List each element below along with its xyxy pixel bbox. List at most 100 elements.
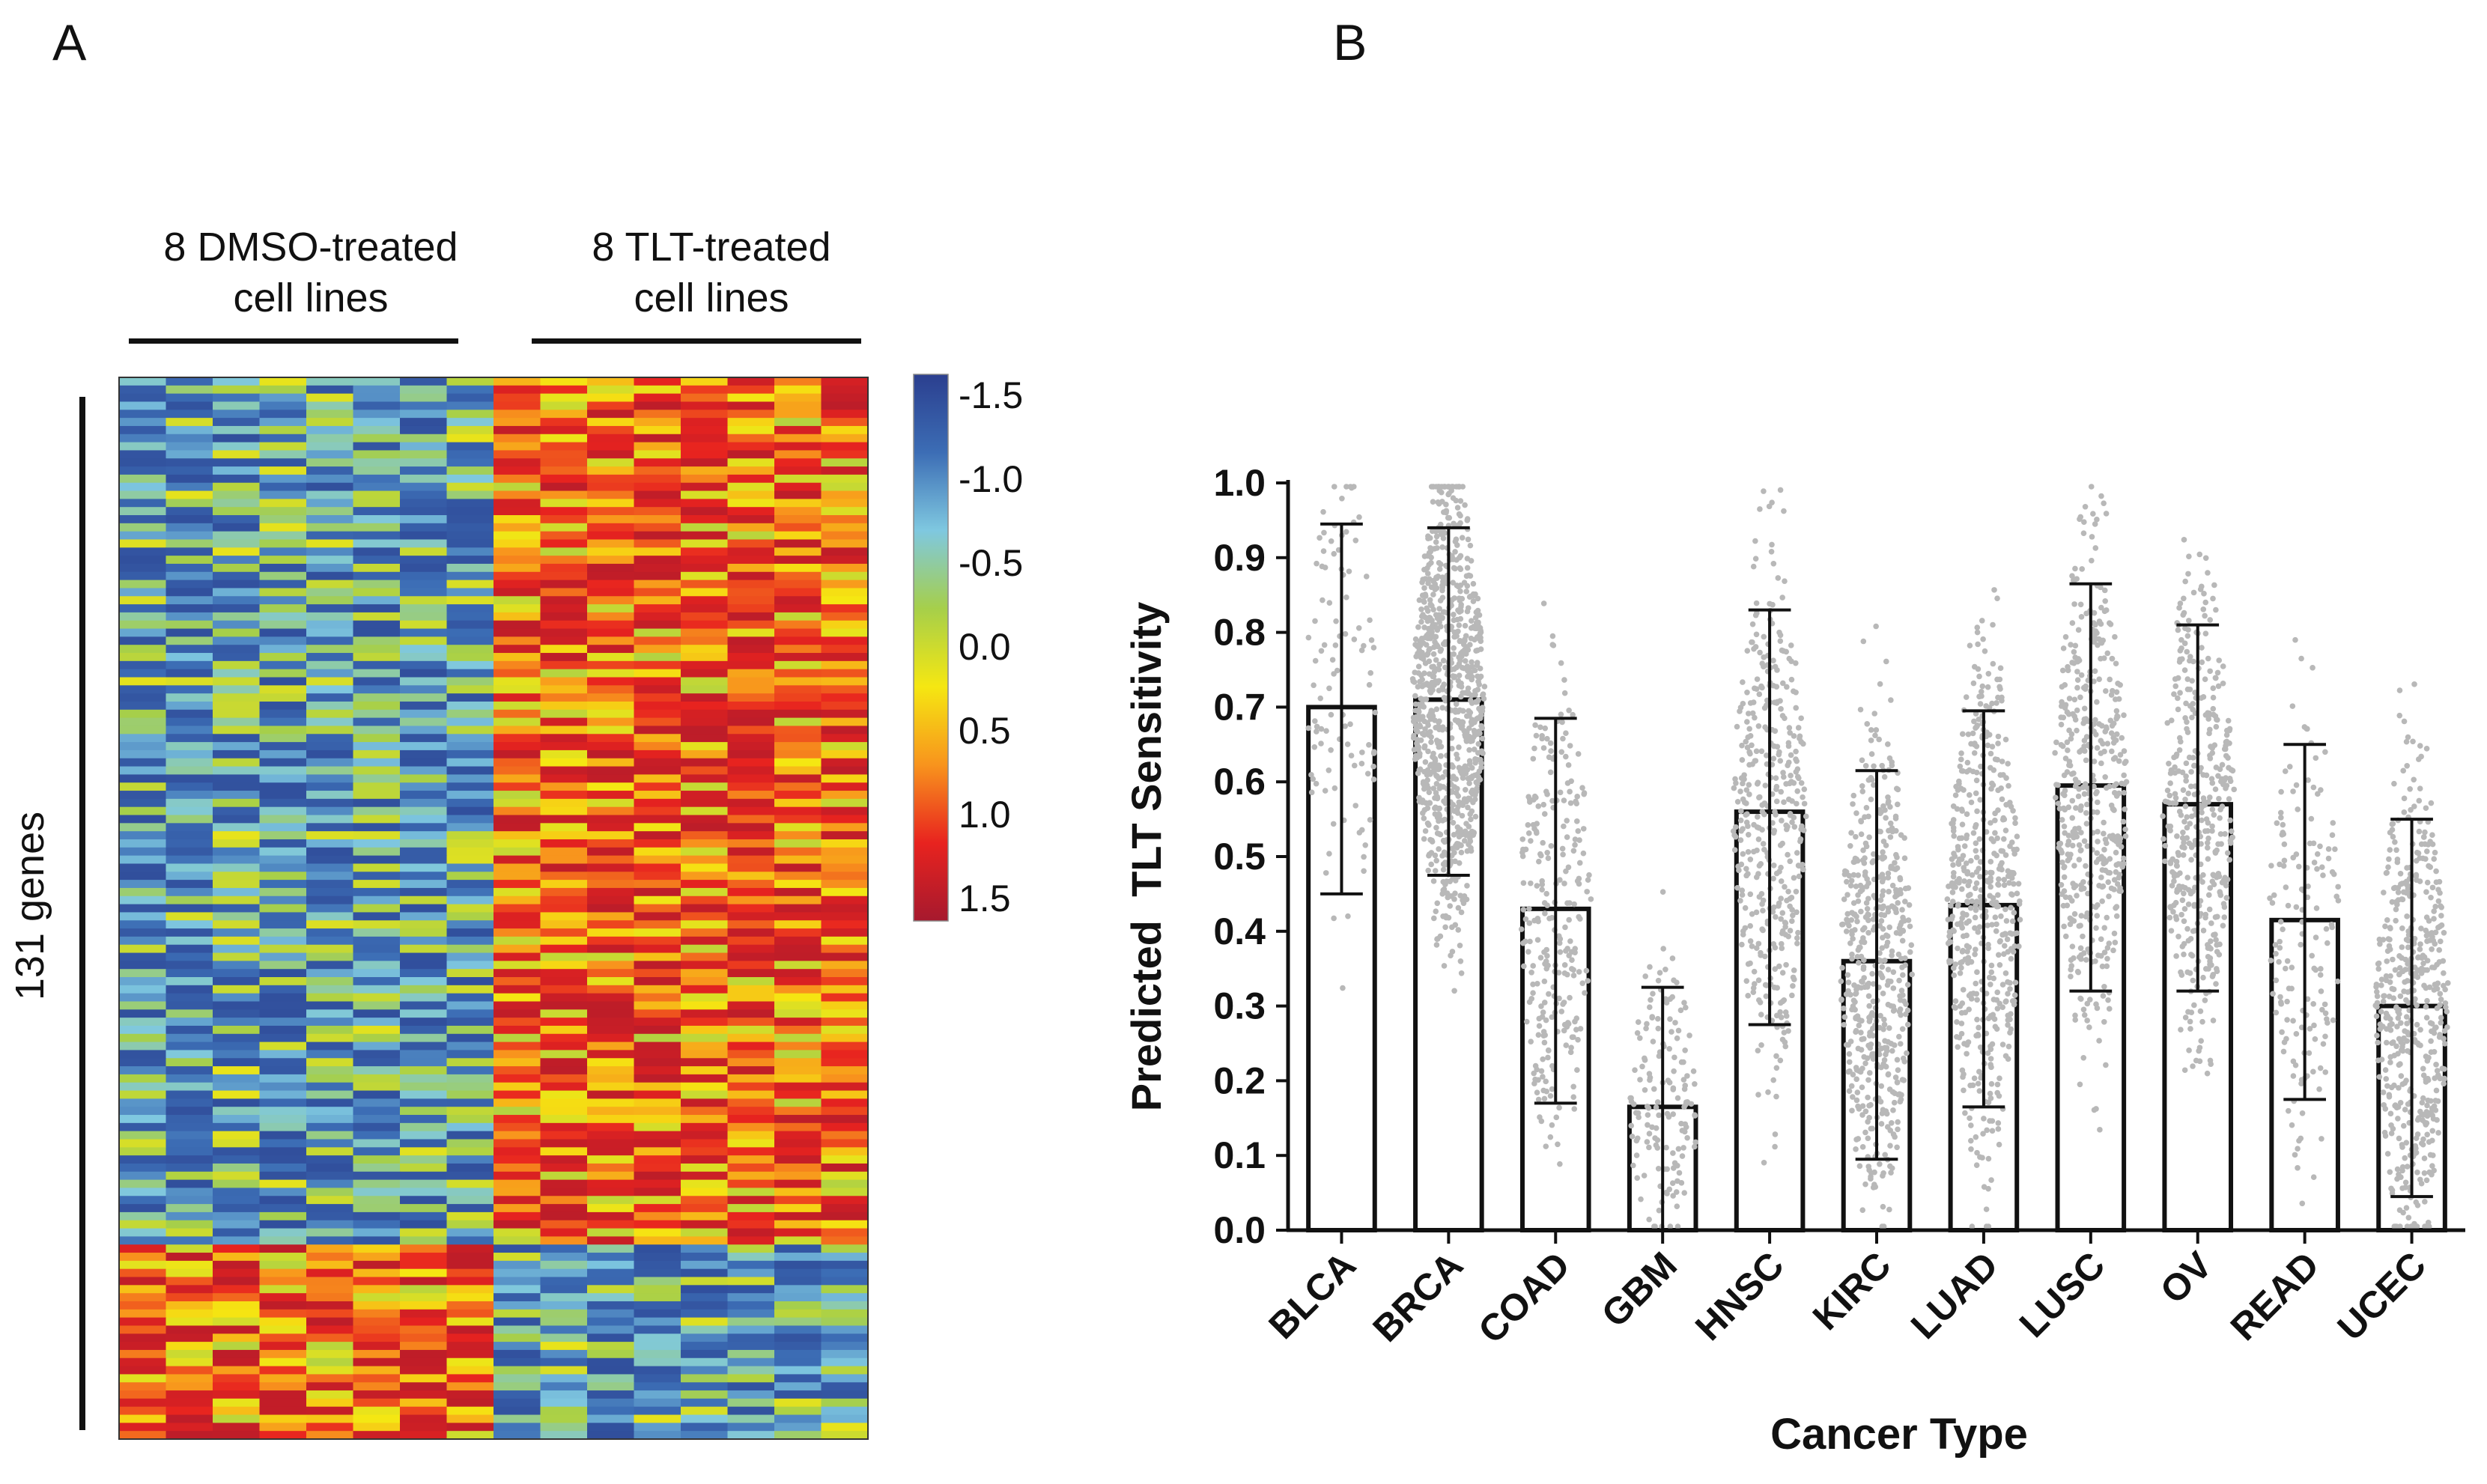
heatmap-cell [727,1414,775,1423]
y-tick-label: 0.8 [1213,612,1266,654]
data-point [1887,820,1894,827]
data-point [1464,663,1471,669]
heatmap-cell [587,418,635,427]
heatmap-cell [213,904,261,913]
data-point [1893,785,1900,792]
heatmap-cell [306,895,354,905]
data-point [1963,694,1970,700]
heatmap-cell [494,1277,541,1286]
data-point [1465,804,1471,811]
heatmap-cell [634,791,681,800]
data-point [1969,898,1976,904]
data-point [1430,592,1436,597]
heatmap-cell [634,701,681,711]
data-point [1448,735,1455,741]
heatmap-cell [259,1009,307,1018]
heatmap-cell [727,1431,775,1440]
data-point [1973,869,1980,875]
heatmap-cell [259,1253,307,1262]
heatmap-cell [259,563,307,573]
heatmap-cell [166,726,213,735]
data-point [1752,758,1758,764]
data-point [2001,816,2008,823]
data-point [1330,821,1337,827]
data-point [1441,963,1448,969]
data-point [1430,755,1437,761]
heatmap-cell [634,1090,681,1099]
heatmap-cell [400,1171,448,1181]
genes-label: 131 genes [7,811,52,1001]
heatmap-cell [306,1131,354,1140]
heatmap-cell [400,823,448,832]
data-point [1754,814,1761,820]
heatmap-cell [119,596,167,605]
data-point [1764,982,1770,988]
data-point [1577,1026,1584,1032]
heatmap-cell [821,831,869,840]
data-point [1988,764,1993,771]
data-point [1428,739,1434,745]
data-point [1952,792,1959,798]
heatmap-cell [119,782,167,791]
heatmap-cell [774,1244,822,1253]
data-point [1850,936,1856,942]
data-point [1777,632,1784,639]
heatmap-cell [213,653,261,662]
data-point [1742,904,1749,911]
data-point [1955,1044,1961,1050]
heatmap-cell [353,1187,401,1196]
heatmap-cell [587,628,635,637]
heatmap-cell [821,1414,869,1423]
heatmap-cell [494,1074,541,1083]
heatmap-cell [166,701,213,711]
heatmap-cell [727,571,775,581]
data-point [1773,1012,1780,1019]
data-point [1752,556,1759,562]
data-point [1463,896,1470,903]
heatmap-cell [259,1058,307,1067]
heatmap-cell [774,1009,822,1018]
data-point [1883,658,1889,665]
data-point [1897,887,1904,893]
heatmap-cell [681,1050,729,1059]
heatmap-cell [587,1050,635,1059]
heatmap-cell [446,1018,494,1027]
data-point [1877,828,1883,835]
data-point [1882,1152,1889,1158]
y-tick-label: 0.7 [1213,686,1266,728]
data-point [1859,1144,1866,1150]
heatmap-cell [634,928,681,937]
heatmap-cell [494,1107,541,1116]
data-point [1968,1146,1974,1152]
heatmap-cell [681,847,729,857]
heatmap-cell [540,466,588,475]
data-point [1886,1206,1892,1213]
heatmap-cell [540,1204,588,1213]
heatmap-cell [166,977,213,986]
heatmap-cell [540,855,588,865]
heatmap-cell [353,1325,401,1334]
heatmap-cell [774,1139,822,1148]
data-point [1418,618,1424,625]
heatmap-cell [727,920,775,929]
heatmap-cell [634,645,681,654]
data-point [1758,891,1765,897]
heatmap-cell [353,1001,401,1010]
data-point [1779,970,1786,976]
data-point [1889,1047,1895,1054]
data-point [1556,995,1562,1002]
data-point [1586,872,1592,878]
heatmap-cell [306,425,354,435]
heatmap-cell [494,782,541,791]
heatmap-cell [400,1204,448,1213]
heatmap-cell [353,677,401,686]
heatmap-cell [727,418,775,427]
data-point [1858,818,1864,824]
heatmap-cell [119,442,167,451]
data-point [1888,1003,1894,1009]
heatmap-cell [400,580,448,589]
heatmap-cell [821,1082,869,1092]
data-point [1561,797,1567,803]
heatmap-cell [540,1414,588,1423]
data-point [1348,752,1355,758]
